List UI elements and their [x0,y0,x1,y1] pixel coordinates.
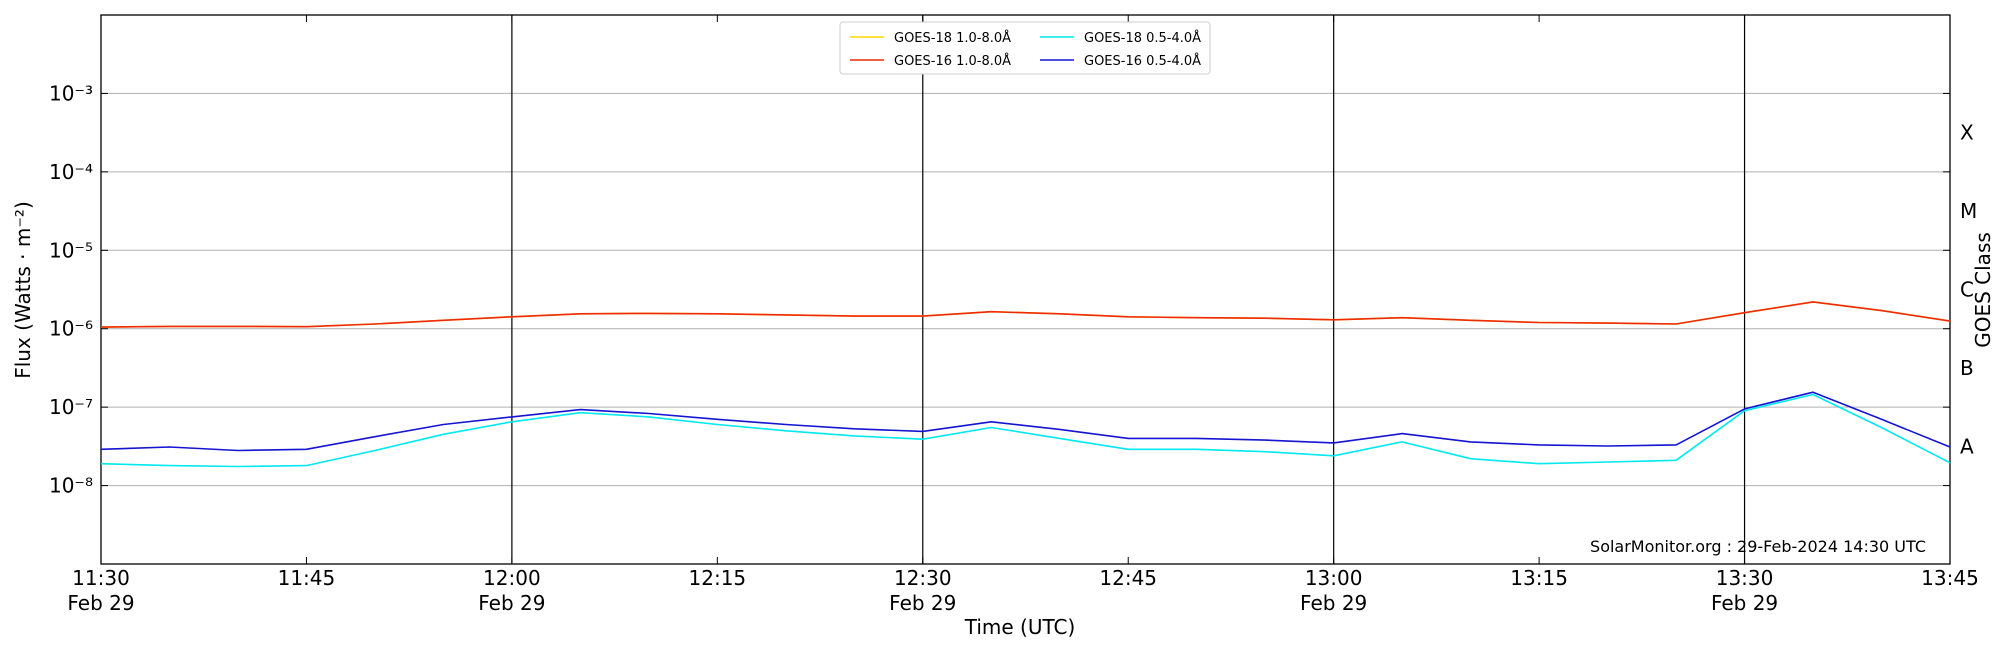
x-tick-label: 12:30 Feb 29 [889,566,957,615]
y-tick-label: 10⁻⁷ [49,395,93,419]
series-line [100,301,1951,328]
y-tick-label: 10⁻⁵ [49,238,93,262]
legend-label: GOES-18 0.5-4.0Å [1084,30,1201,46]
legend-label: GOES-18 1.0-8.0Å [894,30,1011,46]
x-axis-label: Time (UTC) [964,615,1076,639]
legend-label: GOES-16 1.0-8.0Å [894,53,1011,69]
legend-box [839,21,1211,75]
y-tick-label: 10⁻⁶ [49,317,93,341]
y2-tick-label: C [1960,278,1974,302]
x-tick-label: 11:30 Feb 29 [67,566,135,615]
x-tick-label: 13:00 Feb 29 [1300,566,1368,615]
x-tick-label: 13:45 [1921,566,1979,590]
y2-tick-label: B [1960,356,1974,380]
x-tick-label: 12:00 Feb 29 [478,566,546,615]
x-tick-label: 12:45 [1099,566,1158,590]
y-tick-label: 10⁻⁸ [49,474,93,498]
x-tick-label: 12:15 [688,566,747,590]
annotation: SolarMonitor.org : 29-Feb-2024 14:30 UTC [1590,537,1926,556]
y-axis-label: Flux (Watts · m⁻²) [11,201,35,379]
y-tick-label: 10⁻⁴ [49,160,93,184]
y2-axis-label: GOES Class [1971,232,1995,348]
plot-frame [100,14,1951,565]
series-line [100,391,1951,452]
legend-label: GOES-16 0.5-4.0Å [1084,53,1201,69]
x-tick-label: 11:45 [277,566,336,590]
x-tick-label: 13:30 Feb 29 [1710,566,1779,615]
y2-tick-label: X [1960,121,1974,145]
y-tick-label: 10⁻³ [49,81,93,105]
x-tick-label: 13:15 [1510,566,1568,590]
y2-tick-label: A [1960,434,1974,458]
y2-tick-label: M [1960,199,1977,223]
series-line [100,393,1951,468]
